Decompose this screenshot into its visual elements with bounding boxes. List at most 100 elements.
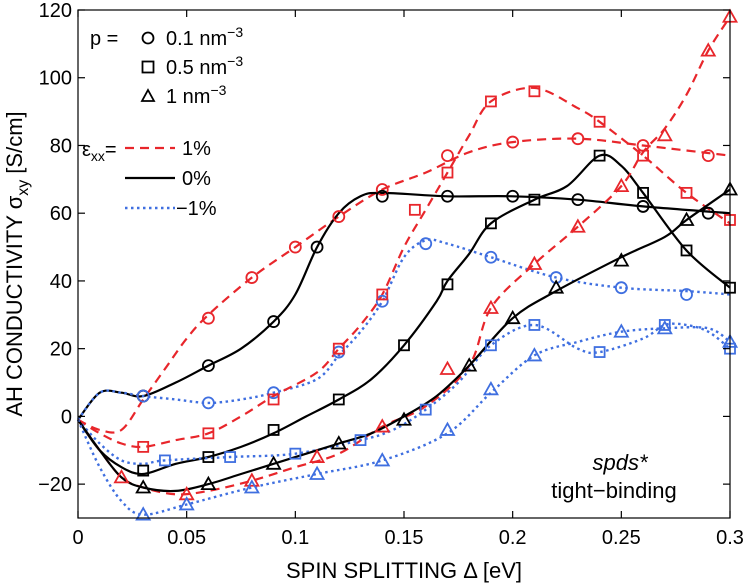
data-point-square: [528, 85, 541, 98]
data-point-circle: [701, 149, 715, 163]
data-point-circle: [375, 294, 389, 308]
y-axis-title: AH CONDUCTIVITY σxy [S/cm]: [2, 111, 32, 416]
series-line-0: [77, 137, 731, 434]
data-point-circle: [136, 389, 150, 403]
data-point-circle: [201, 311, 215, 325]
data-point-triangle: [374, 452, 391, 467]
y-axis-title-sub: xy: [15, 180, 32, 196]
data-point-square: [593, 115, 606, 128]
data-point-square: [354, 434, 367, 447]
legend-triangle-marker: [140, 88, 156, 102]
plot-background: [78, 10, 730, 518]
data-point-triangle: [548, 279, 565, 294]
data-point-triangle: [309, 448, 326, 463]
data-point-triangle: [135, 506, 152, 521]
legend-strain-minus1: −1%: [125, 198, 217, 220]
annotation-line-1: spds*: [592, 450, 648, 475]
data-point-triangle: [656, 320, 673, 335]
data-point-triangle: [200, 475, 217, 491]
data-point-triangle: [569, 218, 586, 233]
x-tick-label: 0.15: [385, 527, 424, 549]
data-point-circle: [484, 250, 498, 264]
data-point-circle: [245, 271, 259, 284]
legend-strain-label-2: 0%: [182, 168, 211, 190]
data-point-square: [267, 424, 280, 436]
x-tick-label: 0: [72, 527, 83, 549]
data-point-triangle: [461, 357, 478, 372]
data-point-square: [658, 319, 671, 331]
data-point-circle: [419, 237, 433, 251]
data-point-triangle: [113, 469, 130, 484]
data-point-square: [419, 403, 432, 416]
data-point-circle: [614, 281, 628, 295]
data-point-circle: [267, 315, 281, 328]
y-tick-label: 100: [39, 68, 72, 90]
legend-circle-marker: [141, 31, 155, 45]
legend-p-entry-3: 1 nm−3: [166, 82, 227, 108]
data-point-triangle: [395, 411, 413, 426]
y-tick-label: 60: [50, 203, 72, 225]
data-point-triangle: [613, 177, 630, 193]
series-markers: [113, 8, 739, 521]
data-point-square: [680, 186, 693, 199]
series-line-3: [77, 86, 731, 449]
annotation-line-2: tight−binding: [551, 478, 676, 503]
data-point-triangle: [265, 455, 282, 470]
data-point-triangle: [526, 255, 543, 270]
data-point-circle: [636, 200, 650, 213]
data-point-square: [485, 339, 497, 352]
data-point-circle: [506, 135, 520, 149]
data-point-triangle: [482, 380, 499, 396]
data-point-triangle: [243, 472, 260, 487]
legend-p-entry-2: 0.5 nm−3: [166, 53, 243, 79]
data-point-square: [332, 393, 345, 406]
legend-strain-plus1: 1%: [125, 138, 211, 160]
y-tick-label: 120: [39, 0, 72, 22]
data-point-circle: [701, 206, 715, 220]
data-point-square: [637, 186, 649, 199]
legend-square-marker: [141, 60, 155, 74]
legend-entry-1: 1 nm−3: [140, 82, 227, 108]
x-tick-label: 0.2: [499, 527, 527, 549]
data-point-square: [202, 451, 215, 463]
data-point-triangle: [439, 421, 456, 436]
legend-strain-label-3: −1%: [176, 198, 217, 220]
data-point-circle: [375, 183, 389, 196]
legend-p-label: p =: [90, 28, 118, 50]
legend-entry-0.5: 0.5 nm−3: [141, 53, 243, 79]
x-tick-label: 0.25: [602, 527, 641, 549]
data-point-square: [332, 342, 345, 355]
data-point-circle: [267, 386, 281, 400]
data-point-triangle: [678, 211, 695, 226]
y-tick-label: 0: [61, 406, 72, 428]
data-point-square: [224, 451, 237, 463]
data-point-square: [593, 149, 606, 162]
axis-ticks: 0 0.05 0.1 0.15 0.2 0.25 0.3 −20 0 20 40 60 80 100 120: [38, 0, 744, 549]
data-point-triangle: [482, 299, 499, 314]
data-point-square: [137, 464, 150, 477]
y-axis-title-main: AH CONDUCTIVITY σ: [2, 195, 27, 416]
data-point-square: [441, 278, 454, 291]
legend-eps-label: εxx=: [82, 139, 117, 164]
data-point-square: [289, 447, 302, 460]
data-point-square: [593, 346, 606, 358]
data-point-triangle: [613, 252, 630, 267]
data-point-circle: [571, 132, 585, 146]
data-point-triangle: [330, 435, 347, 450]
data-point-triangle: [243, 479, 260, 494]
data-point-square: [267, 393, 280, 406]
series-line-4: [77, 153, 731, 476]
y-tick-label: 80: [50, 135, 72, 157]
data-point-circle: [332, 210, 346, 223]
data-point-circle: [310, 240, 324, 254]
y-tick-label: 40: [50, 271, 72, 293]
data-point-square: [680, 244, 693, 257]
data-point-triangle: [700, 42, 717, 57]
data-point-circle: [680, 288, 693, 301]
data-point-square: [137, 440, 150, 453]
data-point-triangle: [309, 465, 326, 480]
data-point-square: [408, 203, 421, 216]
legend-strain-label-1: 1%: [182, 138, 211, 160]
data-point-square: [159, 454, 171, 467]
